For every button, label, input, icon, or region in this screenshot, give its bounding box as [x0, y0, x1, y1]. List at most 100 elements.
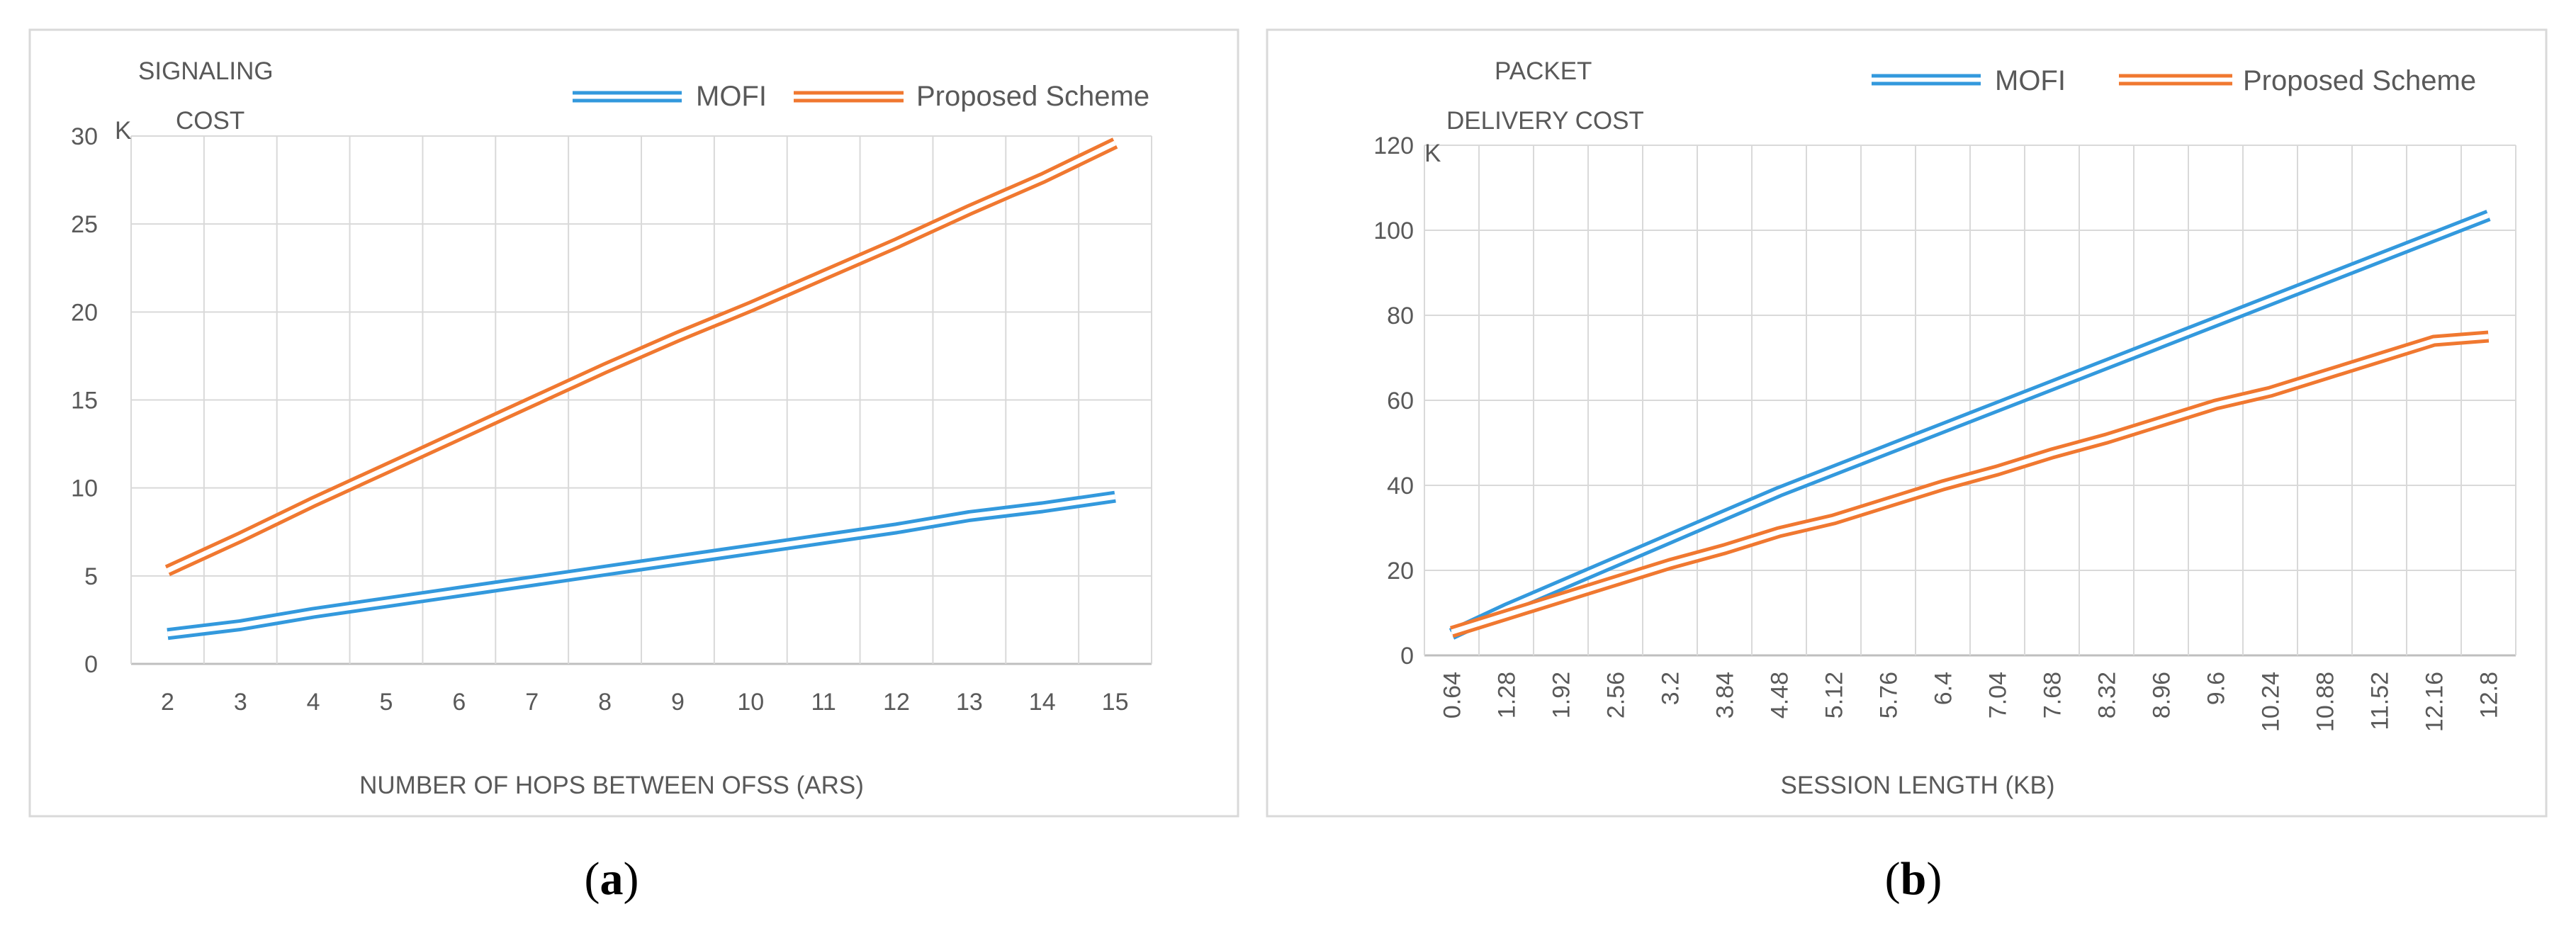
chart-panel-b: 0 20 40 60 80 100 120 0.64 1.28 1.92 2.56 3.2 3.84 4… [1266, 28, 2548, 818]
chart-a-ytick-label: 30 [71, 123, 98, 150]
chart-a-ylabel-line1: SIGNALING [138, 57, 274, 85]
chart-a-series [164, 137, 1118, 641]
chart-b-xtick-label: 1.92 [1548, 672, 1575, 718]
chart-a-ytick-label: 25 [71, 211, 98, 238]
chart-b-xtick-label: 10.24 [2258, 672, 2285, 732]
chart-a-point-mofi [386, 602, 387, 603]
chart-a-point-mofi [896, 528, 897, 529]
chart-a-point-mofi [969, 515, 970, 517]
chart-a-legend-label-proposed-scheme: Proposed Scheme [916, 81, 1149, 112]
chart-b-legend-item-proposed-scheme: Proposed Scheme [2119, 65, 2476, 96]
chart-b-legend: MOFI Proposed Scheme [1872, 65, 2476, 96]
chart-b-point-proposed-scheme [2052, 453, 2053, 454]
chart-b-xtick-label: 5.12 [1821, 672, 1848, 718]
chart-b-xtick-label: 9.6 [2203, 672, 2230, 705]
chart-a-point-mofi [459, 591, 460, 592]
chart-b-xtick-label: 8.32 [2094, 672, 2121, 718]
chart-panel-a: 0 5 10 15 20 25 30 2 3 4 5 6 7 8 9 10 11 12 13 14 15 SIGNAL… [28, 28, 1239, 818]
chart-a-ylabel-line2: COST [176, 107, 244, 135]
chart-a-point-mofi [1042, 507, 1043, 508]
chart-b-x-ticks: 0.64 1.28 1.92 2.56 3.2 3.84 4.48 5.12 5.76 6.4 7.… [1439, 672, 2503, 732]
chart-b-point-mofi [2488, 215, 2490, 216]
chart-a-ytick-label: 15 [71, 388, 98, 414]
chart-a-point-proposed-scheme [167, 570, 168, 571]
chart-a-series-mofi [167, 490, 1116, 641]
chart-a-xtick-label: 13 [956, 689, 983, 716]
chart-b-point-proposed-scheme [2215, 404, 2217, 405]
chart-b-y-ticks: 0 20 40 60 80 100 120 [1373, 132, 1414, 670]
chart-b-xtick-label: 6.4 [1930, 672, 1957, 705]
chart-b-y-unit: K [1424, 140, 1441, 167]
chart-a-xtick-label: 12 [883, 689, 910, 716]
chart-a-xtick-label: 3 [234, 689, 247, 716]
chart-b-point-mofi [2161, 342, 2162, 344]
chart-a-ytick-label: 0 [84, 651, 98, 678]
chart-b-ytick-label: 0 [1400, 643, 1414, 670]
chart-a-point-mofi [240, 624, 241, 626]
chart-a-legend: MOFI Proposed Scheme [573, 81, 1149, 112]
chart-a-xtick-label: 6 [452, 689, 466, 716]
chart-b-point-proposed-scheme [1670, 563, 1671, 565]
chart-a-xtick-label: 5 [380, 689, 393, 716]
chart-a-ytick-label: 5 [84, 563, 98, 590]
chart-b-ytick-label: 20 [1387, 558, 1414, 585]
chart-b-point-proposed-scheme [2324, 374, 2326, 376]
chart-a-y-unit: K [115, 117, 131, 145]
chart-a-point-mofi [313, 612, 314, 614]
chart-b-point-proposed-scheme [1724, 548, 1726, 550]
chart-a-xtick-label: 10 [737, 689, 764, 716]
chart-b-xtick-label: 7.04 [1985, 672, 2012, 718]
chart-b-line-proposed-scheme-inner [1451, 334, 2489, 635]
chart-b-xtick-label: 10.88 [2312, 672, 2339, 732]
chart-a-point-proposed-scheme [313, 502, 314, 503]
chart-b-ylabel-line2: DELIVERY COST [1446, 107, 1644, 135]
chart-a-point-mofi [604, 570, 606, 571]
chart-b-point-mofi [1779, 491, 1780, 492]
chart-b-point-proposed-scheme [1779, 531, 1780, 533]
chart-b-xtick-label: 5.76 [1876, 672, 1903, 718]
chart-a-point-proposed-scheme [604, 368, 606, 369]
chart-a-point-mofi [531, 580, 533, 582]
chart-b-ytick-label: 100 [1373, 218, 1414, 244]
chart-a-series-proposed-scheme [164, 137, 1118, 577]
chart-b-point-mofi [1942, 427, 1944, 429]
caption-a-letter: a [600, 853, 624, 905]
chart-b-legend-item-mofi: MOFI [1872, 65, 2066, 96]
chart-b-point-proposed-scheme [1997, 470, 1998, 471]
chart-b-xtick-label: 0.64 [1439, 672, 1466, 718]
chart-a-xlabel: NUMBER OF HOPS BETWEEN OFSS (ARS) [359, 772, 864, 799]
chart-a-point-mofi [1115, 496, 1116, 497]
chart-a-point-mofi [167, 633, 168, 635]
chart-a-xtick-label: 4 [307, 689, 320, 716]
chart-a-point-proposed-scheme [386, 468, 387, 469]
chart-a-point-proposed-scheme [459, 434, 460, 436]
chart-a-xtick-label: 7 [525, 689, 539, 716]
chart-a-xtick-label: 11 [811, 689, 836, 716]
chart-b-ytick-label: 120 [1373, 132, 1414, 159]
chart-a-xtick-label: 15 [1102, 689, 1129, 716]
chart-b-point-proposed-scheme [1506, 614, 1507, 616]
chart-b-point-proposed-scheme [2379, 357, 2380, 359]
chart-a-ytick-label: 10 [71, 475, 98, 502]
chart-a-line-proposed-scheme-inner [166, 140, 1117, 573]
chart-b-xtick-label: 2.56 [1603, 672, 1630, 718]
chart-b-series-proposed-scheme [1449, 330, 2490, 638]
chart-a-y-ticks: 0 5 10 15 20 25 30 [71, 123, 98, 678]
chart-b-xtick-label: 11.52 [2367, 672, 2394, 730]
chart-a-xtick-label: 14 [1029, 689, 1056, 716]
chart-b-point-proposed-scheme [2161, 421, 2162, 422]
chart-b-point-mofi [2052, 385, 2053, 386]
chart-b-point-mofi [1724, 514, 1726, 516]
chart-b-point-proposed-scheme [1888, 502, 1889, 503]
chart-a-point-mofi [750, 549, 751, 551]
chart-b-xtick-label: 3.84 [1712, 672, 1739, 718]
chart-b-point-mofi [1888, 448, 1889, 450]
caption-b-letter: b [1901, 853, 1927, 905]
chart-b-point-mofi [1670, 538, 1671, 539]
chart-b-point-mofi [1997, 406, 1998, 407]
chart-b-point-mofi [1615, 561, 1616, 563]
chart-a-point-proposed-scheme [969, 209, 970, 210]
chart-b-legend-label-proposed-scheme: Proposed Scheme [2243, 65, 2476, 96]
chart-a-legend-item-proposed-scheme: Proposed Scheme [794, 81, 1149, 112]
